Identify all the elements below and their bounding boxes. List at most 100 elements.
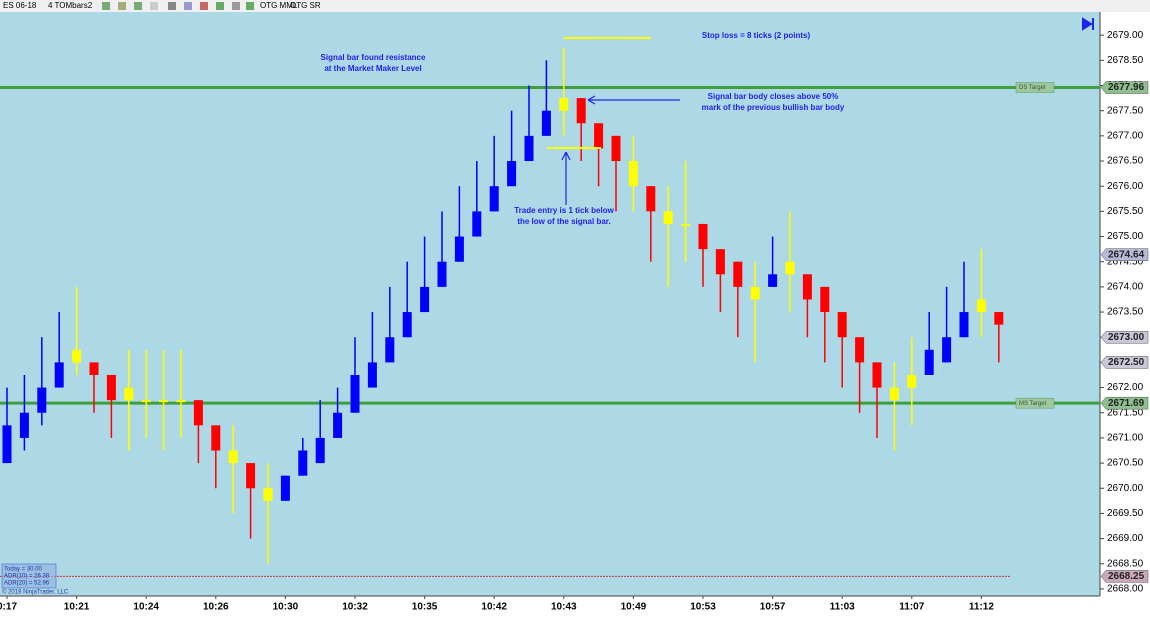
candle-body — [298, 450, 308, 476]
info-text: ADR(10) = 26.38 — [4, 574, 50, 580]
candle-body — [420, 286, 430, 313]
price-marker — [1100, 330, 1149, 344]
candle-body — [454, 236, 464, 262]
candle-body — [402, 312, 412, 338]
annotation: Signal bar found resistance at the Marke… — [321, 31, 845, 226]
candle-body — [141, 400, 151, 403]
candle-body — [733, 261, 743, 287]
x-tick-label: 10:53 — [690, 602, 716, 613]
candle-body — [994, 312, 1004, 325]
candle-body — [698, 223, 708, 250]
x-tick-label: 10:43 — [551, 602, 577, 613]
x-tick-label: 10:26 — [203, 602, 229, 613]
y-tick-label: 2676.50 — [1107, 156, 1144, 167]
level-label: DS Target — [1019, 85, 1046, 91]
candle-body — [611, 135, 621, 162]
candle-body — [924, 349, 934, 375]
y-tick-label: 2670.00 — [1107, 483, 1144, 494]
annotation-text: mark of the previous bullish bar body — [702, 103, 845, 112]
x-tick-label: 0:17 — [0, 602, 17, 613]
scroll-end-button[interactable] — [1082, 17, 1094, 31]
price-marker-label: 2677.96 — [1108, 82, 1145, 93]
price-marker — [1100, 248, 1149, 261]
candle-body — [367, 362, 377, 388]
candle-body — [72, 349, 82, 363]
arrow — [561, 151, 571, 205]
candle-body — [681, 223, 691, 226]
toolbar-icons[interactable] — [102, 2, 254, 10]
candle-body — [385, 337, 395, 363]
candle-body — [837, 312, 847, 338]
y-tick-label: 2675.50 — [1107, 206, 1144, 217]
y-tick-label: 2675.00 — [1107, 231, 1144, 242]
indicator-mml[interactable]: OTG MML — [260, 1, 298, 10]
candle-body — [768, 274, 778, 287]
candle-body — [524, 135, 534, 162]
candle-body — [646, 186, 656, 212]
candle-body — [263, 488, 273, 501]
x-tick-label: 10:32 — [342, 602, 368, 613]
candle-body — [350, 374, 360, 413]
candle-body — [628, 161, 638, 187]
candle-body — [663, 211, 673, 224]
indicator-sr[interactable]: OTG SR — [290, 1, 321, 10]
annotation-text: at the Market Maker Level — [324, 64, 421, 73]
candle-body — [106, 374, 116, 401]
annotation-text: the low of the signal bar. — [517, 217, 610, 226]
x-tick-label: 10:24 — [133, 602, 159, 613]
info-text: ADR(20) = 52.96 — [4, 581, 50, 587]
candle-body — [715, 249, 725, 275]
candle-body — [124, 387, 134, 401]
price-marker-label: 2668.25 — [1108, 571, 1145, 582]
price-marker — [1100, 396, 1149, 410]
candle-body — [437, 261, 447, 287]
candle-body — [2, 425, 12, 464]
candle-body — [541, 110, 551, 136]
x-tick-label: 10:57 — [760, 602, 786, 613]
price-marker-label: 2672.50 — [1108, 357, 1145, 368]
candle-body — [472, 211, 482, 237]
candle-body — [802, 274, 812, 300]
x-tick-label: 11:07 — [899, 602, 924, 613]
x-tick-label: 10:21 — [64, 602, 90, 613]
x-tick-label: 10:49 — [621, 602, 647, 613]
price-marker-label: 2671.69 — [1108, 398, 1145, 409]
price-axis — [1100, 12, 1150, 596]
annotation-text: Signal bar found resistance — [321, 53, 426, 62]
x-tick-label: 11:12 — [969, 602, 994, 613]
level-tag — [1015, 397, 1055, 409]
candle-body — [159, 400, 169, 403]
y-tick-label: 2677.50 — [1107, 105, 1144, 116]
candle-body — [89, 362, 99, 375]
y-tick-label: 2677.00 — [1107, 130, 1144, 141]
x-tick-label: 10:35 — [412, 602, 438, 613]
candle-body — [594, 123, 604, 149]
x-tick-label: 11:03 — [830, 602, 855, 613]
candle-body — [559, 98, 569, 111]
level-tag — [1015, 82, 1055, 93]
y-tick-label: 2668.50 — [1107, 558, 1144, 569]
y-tick-label: 2674.50 — [1107, 256, 1144, 267]
candle-body — [193, 400, 203, 426]
candle-body — [280, 475, 290, 501]
instrument[interactable]: ES 06-18 — [3, 1, 37, 10]
price-marker — [1100, 356, 1149, 369]
candle-body — [333, 412, 343, 438]
y-tick-label: 2673.50 — [1107, 307, 1144, 318]
candle-body — [54, 362, 64, 388]
candle-body — [820, 286, 830, 313]
y-tick-label: 2672.00 — [1107, 382, 1144, 393]
candle-body — [959, 312, 969, 338]
candle-body — [211, 425, 221, 451]
price-marker-label: 2674.64 — [1108, 249, 1145, 260]
candle-body — [228, 450, 238, 464]
arrow — [587, 95, 680, 105]
price-marker — [1100, 81, 1149, 94]
annotation-text: Stop loss = 8 ticks (2 points) — [702, 31, 811, 40]
candle-body — [872, 362, 882, 388]
x-tick-label: 10:42 — [481, 602, 507, 613]
candle-body — [19, 412, 29, 438]
bar-type[interactable]: 4 TOMbars2 — [48, 1, 93, 10]
toolbar — [0, 0, 1150, 12]
